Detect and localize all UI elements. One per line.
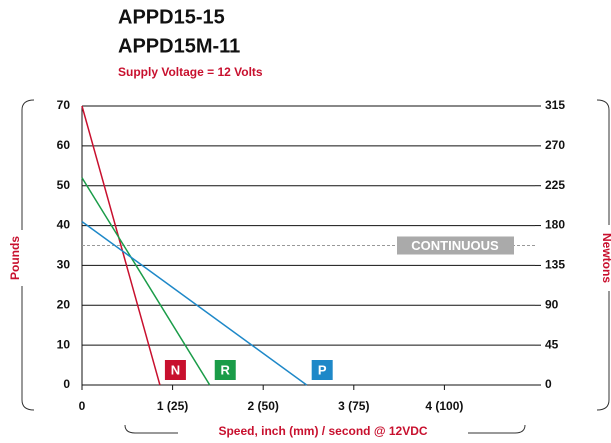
chart-note: Supply Voltage = 12 Volts <box>118 65 263 79</box>
y-tick-label: 0 <box>63 377 70 391</box>
x-tick-label: 4 (100) <box>425 399 463 413</box>
x-tick-label: 2 (50) <box>248 399 279 413</box>
y-tick-label: 30 <box>57 258 71 272</box>
reference-label-bg <box>397 236 514 255</box>
y2-tick-label: 315 <box>545 98 565 112</box>
x-tick-label: 3 (75) <box>338 399 369 413</box>
x-axis-label: Speed, inch (mm) / second @ 12VDC <box>218 424 427 438</box>
y2-tick-label: 0 <box>545 377 552 391</box>
y-tick-label: 20 <box>57 297 71 311</box>
y2-tick-label: 135 <box>545 258 565 272</box>
series-line <box>81 105 161 386</box>
reference-label: CONTINUOUS <box>411 238 499 253</box>
y2-tick-label: 90 <box>545 297 559 311</box>
legend-label: N <box>171 362 180 377</box>
bracket-gap <box>10 230 24 286</box>
y-tick-label: 50 <box>57 178 71 192</box>
y2-axis-label: Newtons <box>600 233 611 283</box>
y-tick-label: 70 <box>57 98 71 112</box>
chart-title: APPD15-15 <box>118 6 225 28</box>
y2-tick-label: 180 <box>545 218 565 232</box>
legend-label: R <box>221 362 231 377</box>
series-tag <box>164 360 186 380</box>
y2-tick-label: 270 <box>545 138 565 152</box>
legend-label: P <box>318 362 327 377</box>
y-axis-label: Pounds <box>8 236 22 280</box>
chart-subtitle: APPD15M-11 <box>118 35 240 57</box>
series-line <box>81 220 308 386</box>
bracket-gap <box>178 424 468 440</box>
series-line <box>81 177 211 386</box>
y-tick-label: 60 <box>57 138 71 152</box>
y2-tick-label: 45 <box>545 337 559 351</box>
y-tick-label: 40 <box>57 218 71 232</box>
series-tag <box>214 360 236 380</box>
x-tick-label: 1 (25) <box>157 399 188 413</box>
series-tag <box>311 360 333 380</box>
x-tick-label: 0 <box>79 399 86 413</box>
y2-tick-label: 225 <box>545 178 565 192</box>
y-tick-label: 10 <box>57 337 71 351</box>
bracket-gap <box>600 225 611 291</box>
